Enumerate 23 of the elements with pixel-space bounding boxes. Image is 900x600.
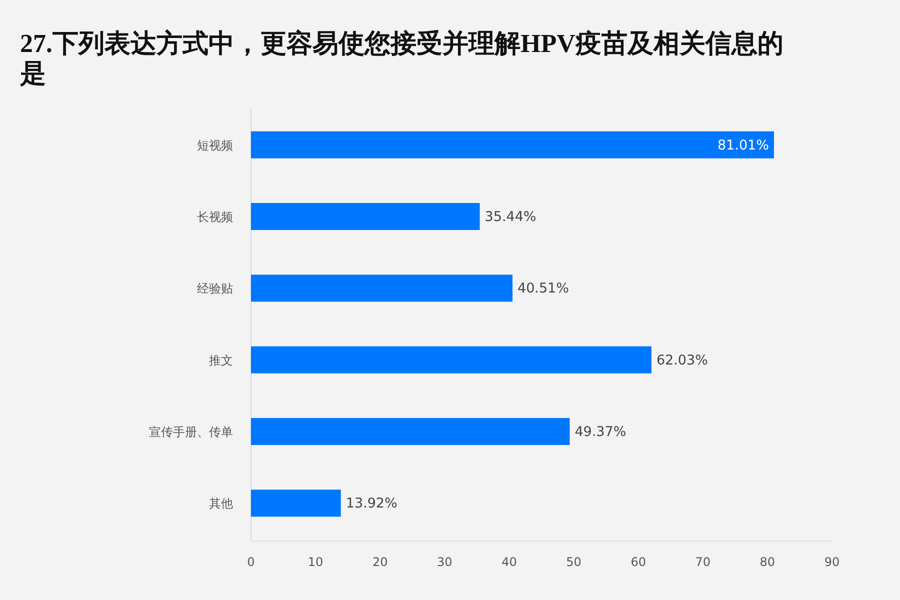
x-tick-label: 0 bbox=[247, 555, 255, 569]
data-label: 40.51% bbox=[518, 280, 570, 297]
y-tick-label: 短视频 bbox=[197, 138, 233, 152]
y-tick-label: 推文 bbox=[209, 353, 233, 368]
x-tick-label: 90 bbox=[824, 555, 840, 569]
x-tick-label: 20 bbox=[372, 555, 388, 569]
x-tick-label: 40 bbox=[502, 555, 517, 569]
y-tick-label: 长视频 bbox=[197, 210, 233, 224]
data-label: 81.01% bbox=[717, 137, 770, 154]
data-label: 62.03% bbox=[656, 352, 708, 368]
y-tick-label: 其他 bbox=[209, 496, 233, 511]
y-tick-label: 经验贴 bbox=[197, 282, 233, 296]
x-tick-label: 70 bbox=[695, 555, 711, 569]
x-tick-label: 50 bbox=[566, 555, 582, 569]
x-tick-label: 10 bbox=[308, 555, 324, 569]
data-label: 35.44% bbox=[484, 209, 536, 225]
x-tick-label: 30 bbox=[437, 555, 452, 569]
title: 27.下列表达方式中，更容易使您接受并理解HPV疫苗及相关信息的是 bbox=[20, 29, 784, 89]
x-tick-label: 60 bbox=[630, 555, 646, 569]
data-label: 49.37% bbox=[574, 424, 626, 440]
data-label: 13.92% bbox=[346, 496, 398, 512]
x-tick-label: 80 bbox=[760, 555, 776, 569]
y-tick-label: 宣传手册、传单 bbox=[149, 425, 233, 439]
